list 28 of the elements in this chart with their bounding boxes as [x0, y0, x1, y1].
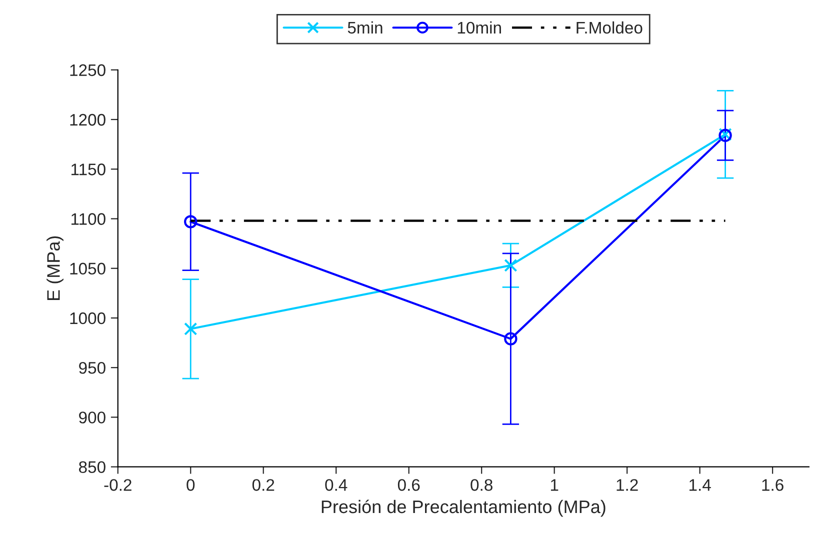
y-tick-label: 850 [79, 461, 106, 474]
x-tick-label: 0.4 [325, 479, 348, 491]
x-tick-label: 0 [186, 479, 195, 491]
x-tick-label: 0.8 [470, 479, 492, 491]
legend-label: 10min [458, 21, 501, 34]
y-tick-label: 900 [79, 412, 106, 424]
x-axis-title: Presión de Precalentamiento (MPa) [322, 500, 606, 517]
y-tick-label: 1100 [72, 213, 106, 225]
x-tick-label: 1.6 [762, 479, 784, 491]
point [504, 332, 518, 346]
x-tick-label: 1.2 [616, 479, 638, 491]
y-axis-title: E (MPa) [46, 236, 64, 300]
y-tick-label: 950 [79, 362, 106, 374]
y-tick-label: 1150 [72, 164, 106, 176]
x-tick-label: 1.4 [690, 479, 711, 491]
y-tick-label: 1000 [70, 312, 106, 324]
y-tick-label: 1200 [70, 114, 106, 126]
x-tick-label: -0.2 [104, 479, 132, 491]
x-tick-label: 0.6 [398, 479, 420, 491]
point [504, 258, 518, 272]
y-tick-label: 1250 [70, 64, 106, 76]
x-tick-label: 0.2 [252, 479, 274, 491]
point [184, 322, 198, 336]
x-tick-label: 1 [550, 479, 558, 491]
y-tick-label: 1050 [70, 262, 106, 275]
legend-label: 5min [348, 21, 382, 34]
point [184, 215, 198, 228]
legend-label: F.Moldeo [576, 21, 642, 34]
